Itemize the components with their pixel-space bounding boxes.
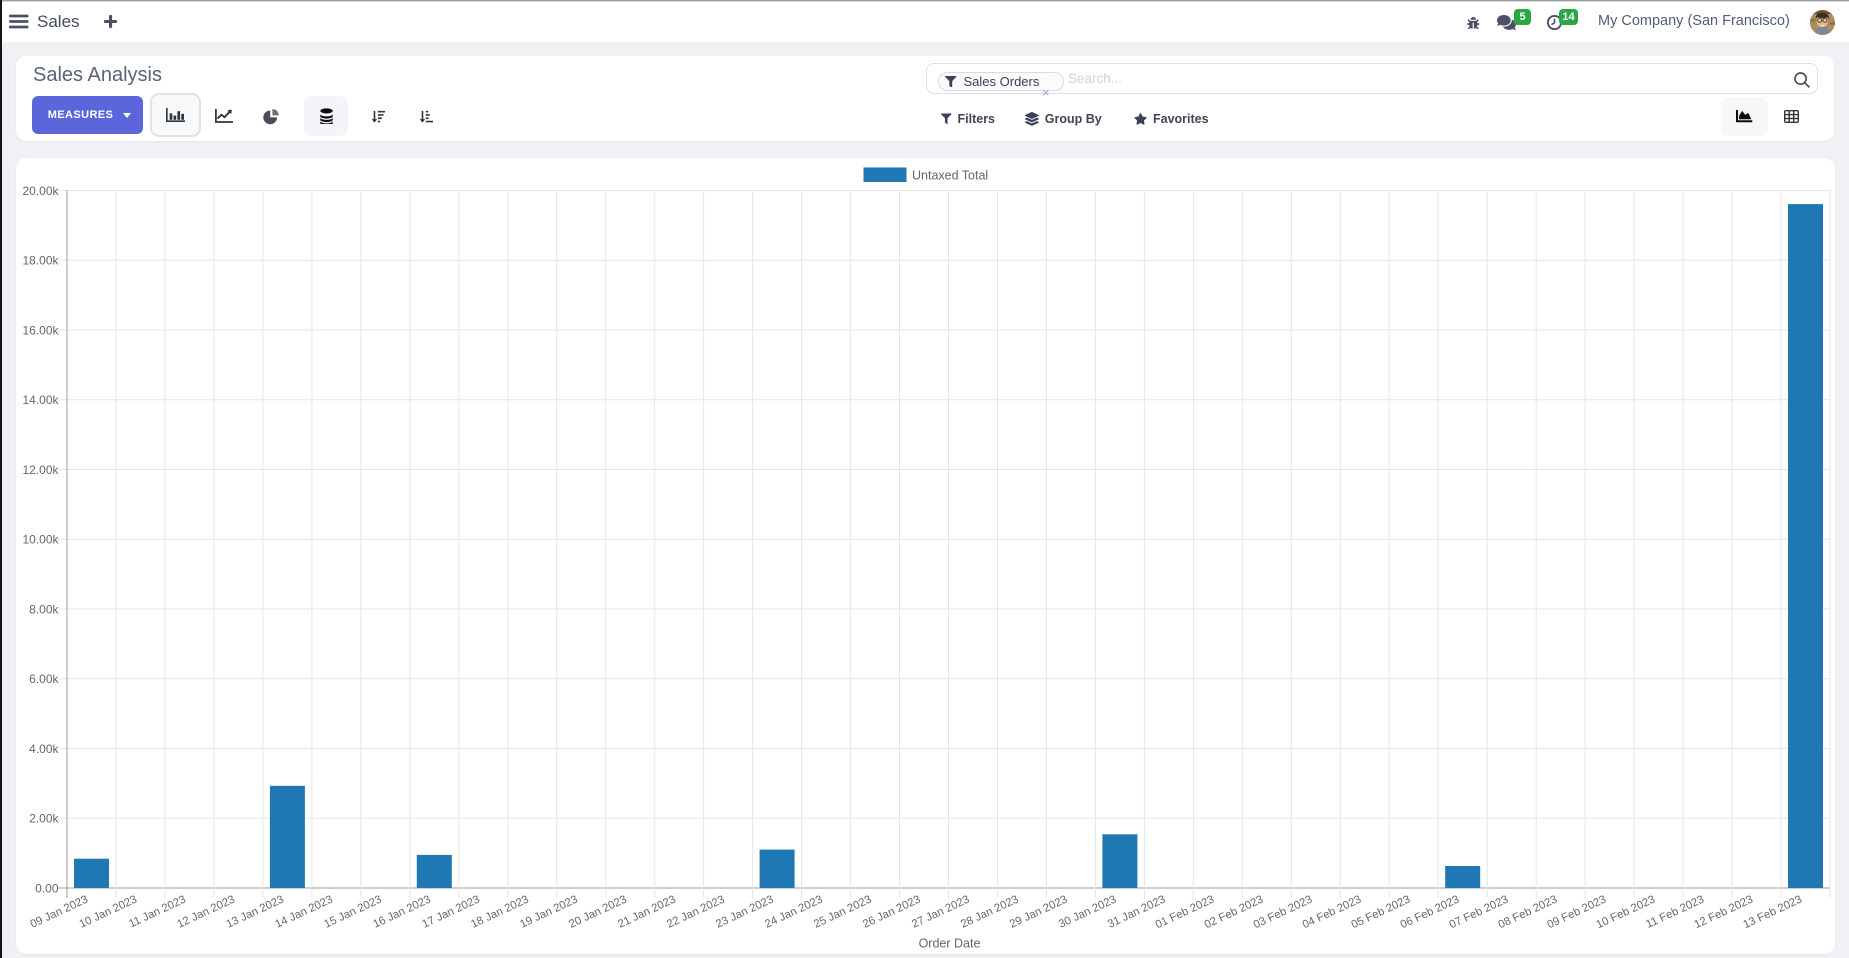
- svg-text:Order Date: Order Date: [919, 937, 981, 951]
- svg-text:0.00: 0.00: [35, 881, 59, 895]
- svg-text:20.00k: 20.00k: [22, 184, 59, 198]
- svg-text:10.00k: 10.00k: [22, 533, 59, 547]
- svg-text:18.00k: 18.00k: [22, 254, 59, 268]
- svg-text:16.00k: 16.00k: [22, 323, 59, 337]
- svg-text:12.00k: 12.00k: [22, 463, 59, 477]
- svg-text:4.00k: 4.00k: [29, 742, 59, 756]
- svg-text:2.00k: 2.00k: [29, 812, 59, 826]
- svg-text:8.00k: 8.00k: [29, 602, 59, 616]
- svg-text:14.00k: 14.00k: [22, 393, 59, 407]
- svg-text:Untaxed Total: Untaxed Total: [912, 169, 988, 183]
- svg-text:6.00k: 6.00k: [29, 672, 59, 686]
